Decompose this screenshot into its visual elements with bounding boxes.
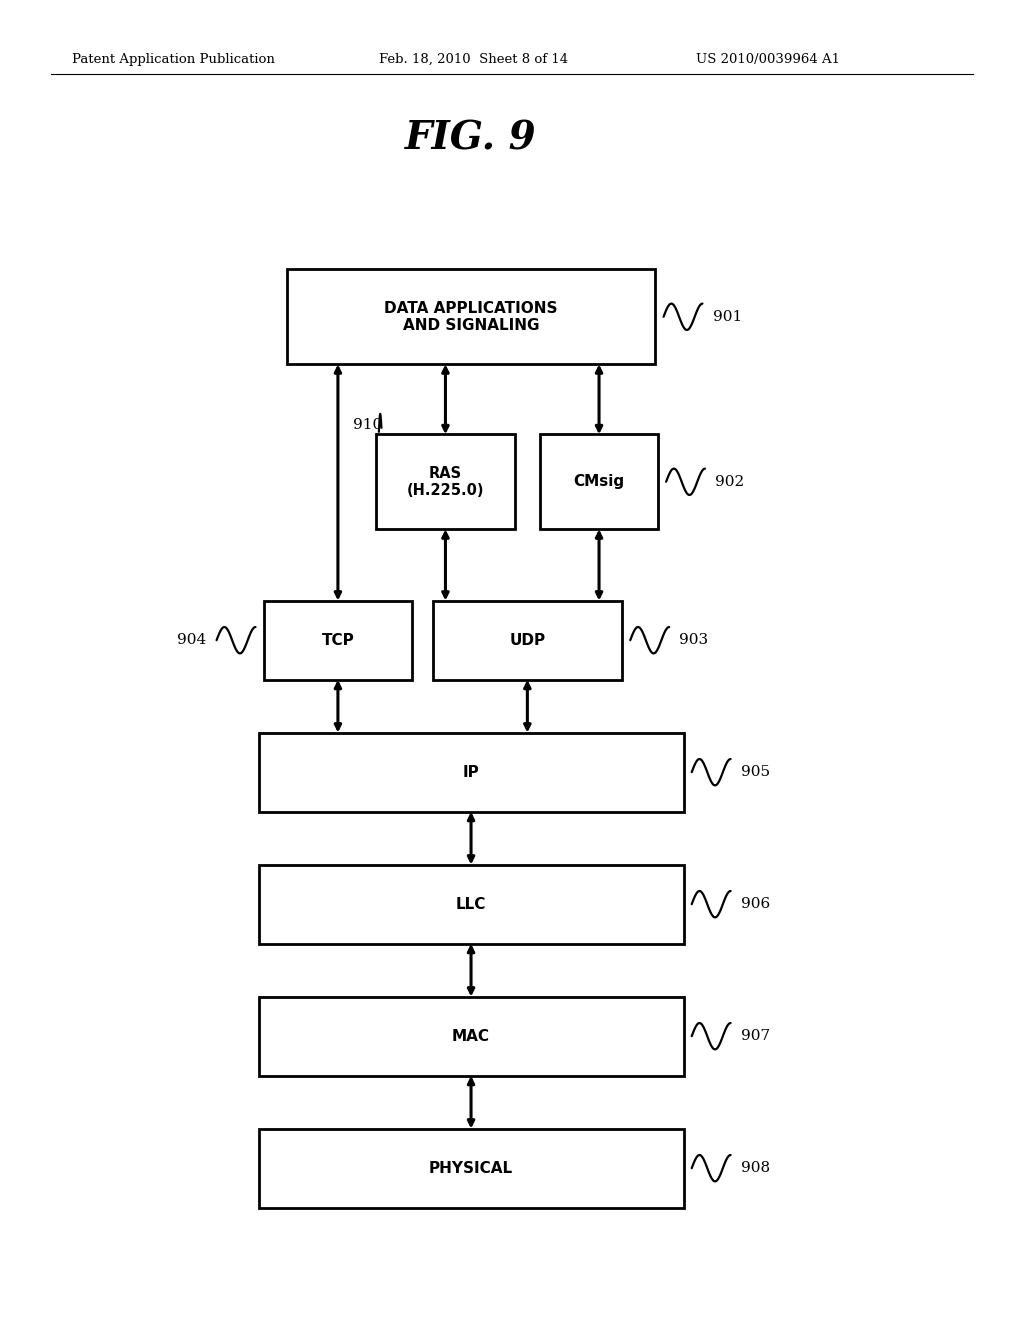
- Bar: [259, 1129, 684, 1208]
- Text: 907: 907: [741, 1030, 770, 1043]
- Bar: [541, 434, 657, 529]
- Bar: [259, 865, 684, 944]
- Text: 904: 904: [177, 634, 206, 647]
- Text: 901: 901: [713, 310, 742, 323]
- Text: IP: IP: [463, 764, 479, 780]
- Text: 906: 906: [741, 898, 770, 911]
- Text: FIG. 9: FIG. 9: [406, 120, 537, 157]
- Text: DATA APPLICATIONS
AND SIGNALING: DATA APPLICATIONS AND SIGNALING: [384, 301, 558, 333]
- Text: MAC: MAC: [452, 1028, 490, 1044]
- Text: TCP: TCP: [322, 632, 354, 648]
- Text: 910: 910: [353, 418, 383, 432]
- Text: US 2010/0039964 A1: US 2010/0039964 A1: [696, 53, 841, 66]
- Bar: [287, 269, 655, 364]
- Text: LLC: LLC: [456, 896, 486, 912]
- Bar: [432, 601, 622, 680]
- Text: 903: 903: [680, 634, 709, 647]
- Text: PHYSICAL: PHYSICAL: [429, 1160, 513, 1176]
- Text: 908: 908: [741, 1162, 770, 1175]
- Bar: [264, 601, 412, 680]
- Bar: [377, 434, 514, 529]
- Text: RAS
(H.225.0): RAS (H.225.0): [407, 466, 484, 498]
- Text: 905: 905: [741, 766, 770, 779]
- Text: UDP: UDP: [509, 632, 546, 648]
- Text: CMsig: CMsig: [573, 474, 625, 490]
- Text: 902: 902: [715, 475, 744, 488]
- Bar: [259, 997, 684, 1076]
- Text: Patent Application Publication: Patent Application Publication: [72, 53, 274, 66]
- Bar: [259, 733, 684, 812]
- Text: Feb. 18, 2010  Sheet 8 of 14: Feb. 18, 2010 Sheet 8 of 14: [379, 53, 568, 66]
